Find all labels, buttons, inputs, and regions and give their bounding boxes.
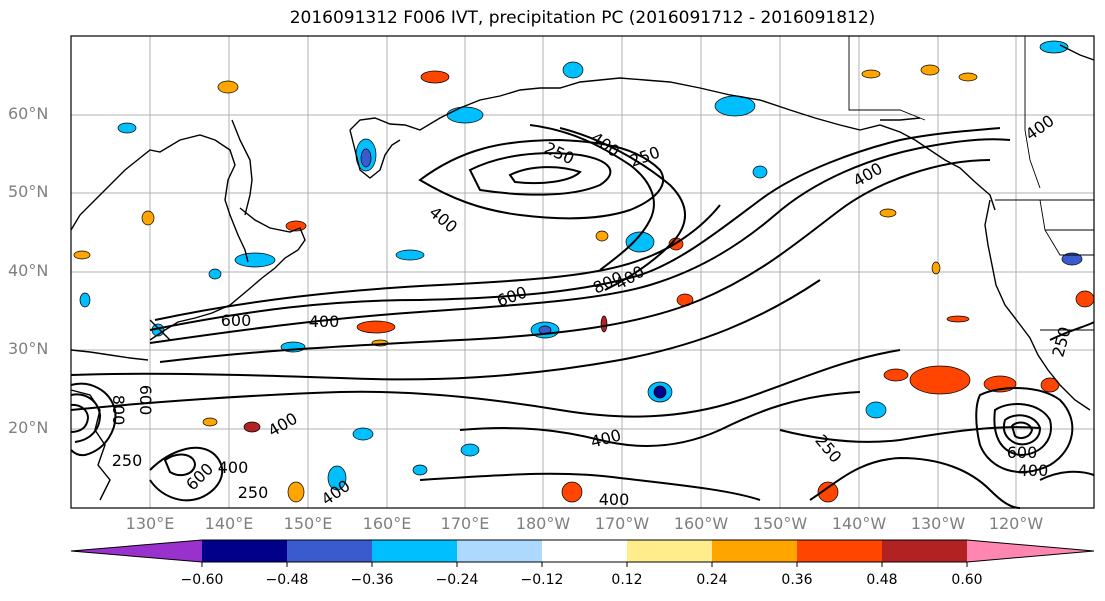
lon-label: 170°W xyxy=(594,514,650,533)
lon-label: 140°W xyxy=(831,514,887,533)
lat-label: 20°N xyxy=(8,418,49,437)
colorbar-segment-8 xyxy=(797,540,882,562)
colorbar-segment-1 xyxy=(202,540,287,562)
lon-label: 140°E xyxy=(204,514,254,533)
contour-label: 600 xyxy=(136,385,155,416)
colorbar-segment-7 xyxy=(712,540,797,562)
lat-label: 50°N xyxy=(8,182,49,201)
colorbar-segment-10 xyxy=(967,540,1094,562)
lon-label: 160°W xyxy=(673,514,729,533)
contour-label: 400 xyxy=(309,312,340,331)
contour-label: 400 xyxy=(599,490,630,509)
contour-label: 250 xyxy=(112,451,143,470)
lon-label: 150°E xyxy=(283,514,333,533)
colorbar-tick-label: 0.60 xyxy=(951,572,983,588)
lon-label: 130°E xyxy=(125,514,175,533)
lon-label: 160°E xyxy=(362,514,412,533)
lat-label: 40°N xyxy=(8,261,49,280)
lon-label: 170°E xyxy=(440,514,490,533)
colorbar-segment-3 xyxy=(372,540,457,562)
contour-label: 600 xyxy=(1007,443,1038,462)
country-borders xyxy=(848,36,1094,331)
contour-label: 400 xyxy=(218,458,249,477)
lat-label: 60°N xyxy=(8,104,49,123)
contour-label: 250 xyxy=(238,483,269,502)
colorbar-tick-label: −0.12 xyxy=(520,572,564,588)
colorbar-tick-label: 0.24 xyxy=(696,572,728,588)
contour-label: 600 xyxy=(221,311,252,330)
colorbar-tick-label: −0.24 xyxy=(435,572,479,588)
lon-label: 150°W xyxy=(752,514,808,533)
contour-label: 800 xyxy=(109,395,128,426)
colorbar-segment-2 xyxy=(287,540,372,562)
coastlines xyxy=(70,44,1095,501)
colorbar-tick-label: 0.12 xyxy=(611,572,643,588)
colorbar-tick-label: 0.36 xyxy=(781,572,813,588)
lat-label: 30°N xyxy=(8,339,49,358)
colorbar-segment-4 xyxy=(457,540,542,562)
lon-label: 120°W xyxy=(988,514,1044,533)
map-title: 2016091312 F006 IVT, precipitation PC (2… xyxy=(289,8,876,28)
colorbar-segment-5 xyxy=(542,540,627,562)
colorbar-tick-label: 0.48 xyxy=(866,572,898,588)
ivt-contours xyxy=(70,124,1095,509)
lon-label: 180°W xyxy=(515,514,571,533)
contour-label: 400 xyxy=(1018,461,1049,480)
colorbar xyxy=(70,539,1095,567)
colorbar-tick-label: −0.36 xyxy=(350,572,394,588)
colorbar-segment-0 xyxy=(71,540,202,562)
colorbar-segment-6 xyxy=(627,540,712,562)
lon-label: 130°W xyxy=(910,514,966,533)
map-frame xyxy=(70,35,1095,509)
colorbar-segment-9 xyxy=(882,540,967,562)
colorbar-tick-label: −0.48 xyxy=(265,572,309,588)
colorbar-tick-label: −0.60 xyxy=(180,572,224,588)
